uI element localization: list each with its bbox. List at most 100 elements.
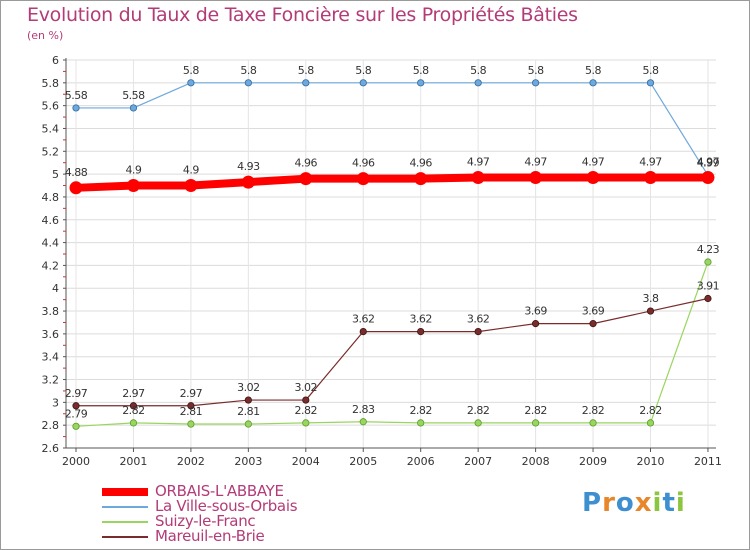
y-tick-label: 4.4 [42, 237, 60, 250]
data-labels-3: 2.97 2.97 2.97 3.02 3.02 3.62 3.62 3.62 3.69 3.69… [65, 280, 720, 400]
data-point [244, 79, 252, 87]
data-point [644, 171, 657, 185]
x-tick-label: 2000 [62, 455, 90, 468]
data-point [72, 422, 80, 430]
x-tick-label: 2011 [694, 455, 722, 468]
y-tick-label: 3.2 [42, 374, 60, 387]
logo-letter: o [615, 488, 635, 518]
data-point [414, 172, 428, 186]
data-label: 3.91 [697, 280, 720, 293]
data-label: 5.58 [122, 89, 145, 102]
logo-letter: t [662, 488, 676, 518]
data-point [359, 79, 367, 87]
x-tick-label: 2001 [119, 455, 147, 468]
data-point [187, 402, 195, 410]
legend-label: ORBAIS-L'ABBAYE [155, 482, 284, 500]
series-2 [72, 258, 712, 430]
data-point [244, 396, 252, 404]
data-label: 2.82 [295, 404, 318, 417]
data-label: 4.88 [65, 166, 88, 179]
data-label: 2.82 [122, 404, 145, 417]
data-label: 3.8 [643, 292, 659, 305]
data-point [72, 104, 80, 112]
data-label: 2.82 [639, 404, 662, 417]
data-label: 5.8 [470, 64, 486, 77]
data-label: 2.82 [467, 404, 490, 417]
data-label: 2.97 [180, 387, 203, 400]
data-point [241, 175, 255, 189]
data-label: 2.79 [65, 407, 88, 420]
data-label: 3.69 [524, 305, 547, 318]
y-tick-label: 5.2 [42, 145, 60, 158]
data-point [184, 179, 198, 193]
data-point [129, 402, 138, 410]
data-label: 3.62 [467, 313, 490, 326]
data-label: 3.02 [237, 381, 260, 394]
logo-letter: r [602, 488, 616, 518]
y-tick-label: 4 [52, 282, 59, 295]
data-label: 3.62 [409, 313, 432, 326]
data-point [302, 396, 310, 404]
data-label: 3.62 [352, 313, 375, 326]
data-point [471, 171, 485, 185]
data-label: 4.93 [237, 160, 260, 173]
grid [66, 59, 716, 449]
data-point [417, 79, 425, 87]
data-label: 5.8 [585, 64, 601, 77]
data-point [531, 419, 540, 427]
data-label: 2.81 [180, 405, 203, 418]
data-point [359, 327, 367, 336]
data-point [299, 172, 313, 186]
data-point [589, 320, 597, 328]
data-label: 5.8 [643, 64, 659, 77]
data-label: 4.96 [409, 157, 432, 170]
x-tick-label: 2010 [637, 455, 665, 468]
legend-label: Mareuil-en-Brie [155, 527, 265, 545]
y-tick-label: 6 [52, 54, 59, 67]
y-tick-label: 4.8 [42, 191, 60, 204]
data-point [589, 79, 597, 87]
data-point [129, 104, 138, 112]
data-point [474, 419, 482, 427]
data-point [589, 419, 597, 427]
data-label: 2.82 [409, 404, 432, 417]
data-labels-0: 4.88 4.9 4.9 4.93 4.96 4.96 4.96 4.97 4.97 4.97 4.… [65, 156, 720, 179]
y-tick-label: 3.6 [42, 328, 60, 341]
logo-letter: i [675, 488, 686, 518]
data-label: 2.82 [524, 404, 547, 417]
data-point [704, 294, 712, 303]
data-label: 4.97 [639, 156, 662, 169]
logo-letter: i [652, 488, 663, 518]
x-tick-label: 2007 [464, 455, 492, 468]
data-label: 5.8 [413, 64, 429, 77]
x-tick-label: 2009 [579, 455, 607, 468]
x-tick-label: 2008 [522, 455, 550, 468]
legend-swatch [102, 521, 148, 523]
data-point [646, 307, 655, 315]
data-point [704, 258, 712, 266]
logo-letter: P [582, 488, 603, 518]
data-point [356, 172, 370, 186]
data-point [417, 419, 425, 427]
series-3 [72, 294, 712, 410]
data-point [72, 402, 80, 410]
data-label: 4.97 [582, 156, 605, 169]
data-point [187, 420, 195, 428]
data-label: 2.97 [65, 387, 88, 400]
data-label: 4.97 [524, 156, 547, 169]
data-point [531, 320, 540, 328]
data-label: 4.96 [295, 157, 318, 170]
y-tick-label: 5.4 [42, 122, 60, 135]
data-label: 5.8 [240, 64, 256, 77]
data-point [129, 419, 138, 427]
proxiti-logo: Proxiti [582, 488, 686, 518]
legend-swatch [102, 536, 148, 538]
data-point [244, 420, 252, 428]
data-label: 4.97 [697, 156, 720, 169]
data-label: 4.99 [697, 156, 720, 169]
legend-label: La Ville-sous-Orbais [155, 497, 298, 515]
y-tick-label: 5 [52, 168, 59, 181]
series-0 [69, 171, 715, 195]
y-tick-label: 2.6 [42, 442, 60, 455]
